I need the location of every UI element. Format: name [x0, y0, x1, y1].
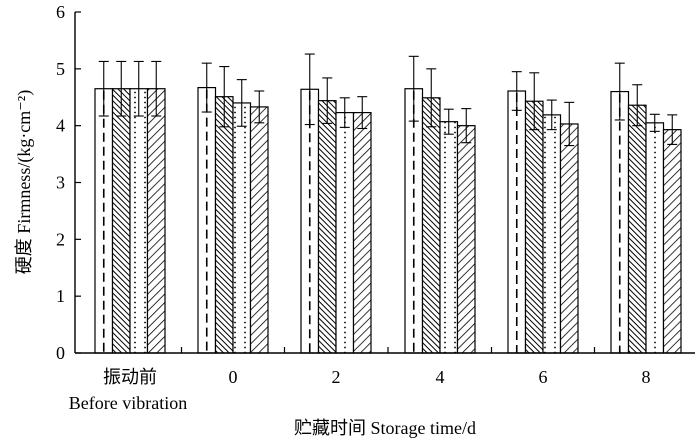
error-bar-series-2-cat-4	[426, 68, 437, 128]
bar-series-3-cat-1	[129, 88, 149, 354]
error-bar-series-4-cat-3	[357, 96, 368, 130]
y-tick-label-4: 4	[56, 116, 65, 136]
y-tick-label-2: 2	[56, 229, 65, 249]
bar-series-4-cat-6	[662, 129, 682, 354]
y-tick-label-0: 0	[56, 343, 65, 363]
bar-series-4-cat-2	[249, 106, 269, 354]
bar-series-2-cat-3	[317, 100, 337, 354]
bar-series-3-cat-2	[232, 102, 252, 354]
bar-series-2-cat-6	[627, 104, 647, 354]
error-bar-series-4-cat-2	[254, 90, 265, 124]
error-bar-series-3-cat-4	[443, 108, 454, 135]
bars-layer	[94, 86, 682, 354]
error-bar-series-1-cat-2	[201, 62, 212, 113]
x-axis-title: 贮藏时间 Storage time/d	[294, 418, 476, 438]
x-category-label-6: 8	[642, 367, 651, 387]
x-category-label-4: 4	[436, 367, 445, 387]
y-tick-label-3: 3	[56, 173, 65, 193]
bar-series-2-cat-1	[111, 88, 131, 354]
bar-series-4-cat-4	[456, 125, 476, 354]
x-axis: 振动前 Before vibration 0 2 4 6 8	[69, 347, 651, 413]
error-bar-series-1-cat-6	[614, 62, 625, 121]
bar-series-3-cat-5	[542, 114, 562, 354]
error-bar-series-1-cat-5	[511, 71, 522, 111]
x-category-label-3: 2	[332, 367, 341, 387]
error-bar-series-3-cat-1	[133, 60, 144, 117]
bar-series-2-cat-4	[421, 97, 441, 354]
bar-series-3-cat-4	[439, 121, 459, 354]
error-bar-series-1-cat-1	[98, 60, 109, 117]
bar-series-2-cat-2	[214, 96, 234, 354]
bar-series-3-cat-3	[335, 111, 355, 354]
y-axis-title: 硬度 Firmness/(kg·cm⁻²)	[14, 90, 35, 274]
x-category-label-1: 振动前	[103, 367, 157, 387]
error-bar-series-4-cat-4	[461, 108, 472, 144]
error-bar-series-3-cat-6	[649, 113, 660, 132]
error-bar-series-2-cat-6	[632, 84, 643, 127]
bar-series-4-cat-5	[559, 123, 579, 354]
error-bar-series-4-cat-6	[667, 114, 678, 145]
y-tick-label-6: 6	[56, 2, 65, 22]
error-bar-series-3-cat-5	[546, 99, 557, 131]
y-tick-label-5: 5	[56, 59, 65, 79]
bar-series-3-cat-6	[645, 122, 665, 354]
error-bar-series-2-cat-1	[116, 60, 127, 117]
y-tick-label-1: 1	[56, 286, 65, 306]
error-bars-layer	[98, 53, 678, 147]
x-category-label-2: 0	[229, 367, 238, 387]
error-bar-series-3-cat-3	[339, 97, 350, 128]
error-bar-series-1-cat-3	[304, 53, 315, 126]
error-bar-series-2-cat-3	[322, 77, 333, 124]
x-category-sublabel-1: Before vibration	[69, 393, 187, 413]
error-bar-series-4-cat-1	[151, 60, 162, 117]
bar-series-4-cat-1	[146, 88, 166, 354]
error-bar-series-2-cat-5	[529, 72, 540, 131]
error-bar-series-3-cat-2	[236, 79, 247, 127]
error-bar-series-4-cat-5	[564, 101, 575, 147]
x-category-label-5: 6	[539, 367, 548, 387]
error-bar-series-2-cat-2	[219, 66, 230, 128]
bar-series-4-cat-3	[352, 111, 372, 354]
y-axis: 0 1 2 3 4 5 6	[56, 2, 81, 363]
error-bar-series-1-cat-4	[408, 55, 419, 122]
bar-series-2-cat-5	[524, 100, 544, 354]
